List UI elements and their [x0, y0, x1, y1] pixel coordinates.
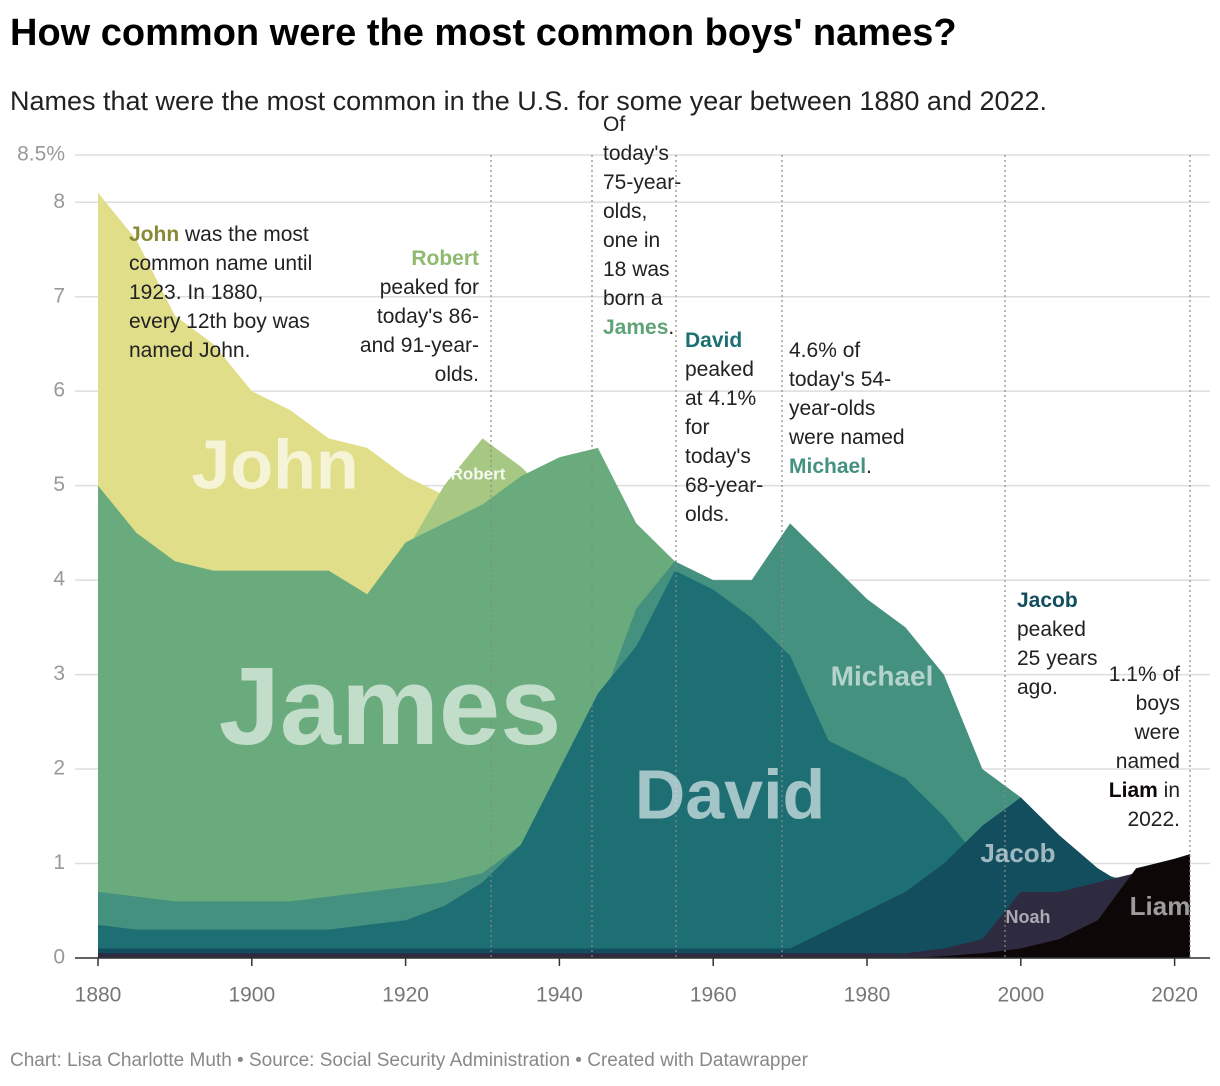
series-label: David [635, 755, 826, 833]
area [98, 570, 1190, 958]
annotation-name: Jacob [1017, 589, 1078, 612]
area [98, 854, 1190, 958]
annotation-text: 1.1% of boys were named [1108, 663, 1180, 773]
subtitle: Names that were the most common in the U… [10, 86, 1048, 116]
x-tick-label: 1880 [75, 984, 122, 1007]
footer: Chart: Lisa Charlotte Muth • Source: Soc… [10, 1050, 808, 1071]
y-tick-label: 6 [53, 379, 65, 402]
y-tick-label: 8 [53, 190, 65, 213]
title: How common were the most common boys' na… [10, 12, 957, 54]
y-tick-label: 1 [53, 851, 65, 874]
series-label: Jacob [980, 838, 1055, 868]
annotation: David peaked at 4.1% for today's 68-year… [685, 326, 775, 529]
annotation-name: James [603, 316, 669, 339]
annotation-name: Liam [1108, 779, 1158, 802]
annotation-text: . [668, 316, 675, 339]
x-tick-label: 1900 [228, 984, 275, 1007]
area [98, 797, 1190, 958]
annotation: 4.6% of today's 54-year-olds were named … [789, 336, 914, 481]
annotation-text: was the most common name until 1923. In … [129, 223, 313, 362]
series-label: Michael [831, 660, 934, 691]
x-tick-label: 1980 [844, 984, 891, 1007]
x-tick-label: 2000 [997, 984, 1044, 1007]
annotation-name: John [129, 223, 180, 246]
series-label: Liam [1130, 891, 1191, 921]
y-tick-label: 0 [53, 946, 65, 969]
x-tick-label: 2020 [1151, 984, 1198, 1007]
y-tick-label: 2 [53, 757, 65, 780]
annotation-name: Robert [411, 247, 479, 270]
annotation-lines [490, 155, 1191, 958]
annotation: Of today's 75-year-olds, one in 18 was b… [603, 110, 683, 342]
x-tick-label: 1960 [690, 984, 737, 1007]
x-tick-label: 1920 [382, 984, 429, 1007]
annotation-text: peaked 25 years ago. [1017, 618, 1098, 699]
series-label: Robert [451, 464, 506, 483]
series-label: John [191, 425, 358, 503]
annotation-name: David [685, 329, 743, 352]
y-tick-label: 5 [53, 473, 65, 496]
series-label: Noah [1006, 907, 1051, 927]
annotation: Robert peaked for today's 86- and 91-yea… [349, 244, 479, 389]
annotation-text: in 2022. [1127, 779, 1180, 831]
annotation-name: Michael [789, 455, 867, 478]
x-tick-label: 1940 [536, 984, 583, 1007]
annotation-text: peaked for today's 86- and 91-year-olds. [359, 276, 479, 386]
annotation-text: . [866, 455, 872, 478]
annotation-text: peaked at 4.1% for today's 68-year-olds. [685, 358, 764, 526]
annotation: 1.1% of boys were named Liam in 2022. [1100, 660, 1180, 834]
annotation-text: 4.6% of today's 54-year-olds were named [789, 339, 905, 449]
annotation: Jacob peaked 25 years ago. [1017, 586, 1112, 702]
series-label: James [219, 645, 562, 768]
annotation: John was the most common name until 1923… [129, 220, 319, 365]
annotation-text: Of today's 75-year-olds, one in 18 was b… [603, 113, 682, 310]
y-tick-label: 4 [53, 568, 65, 591]
y-tick-label: 7 [53, 284, 65, 307]
y-tick-label: 8.5% [17, 143, 65, 166]
y-tick-label: 3 [53, 662, 65, 685]
